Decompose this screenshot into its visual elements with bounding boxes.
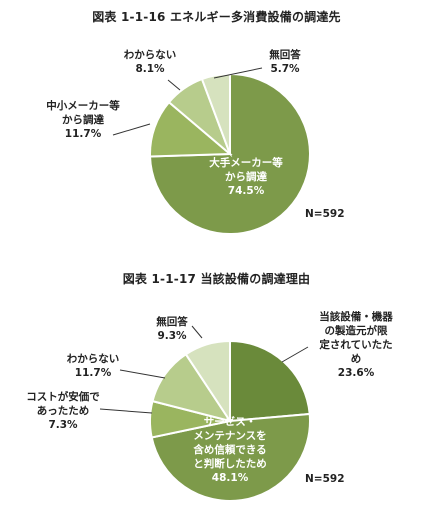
slice-label-1: 当該設備・機器の製造元が限定されていたため 23.6% [318, 310, 393, 379]
slice-label-3: わからない 8.1% [124, 49, 177, 75]
leader-line [167, 79, 181, 91]
leader-line [99, 408, 153, 414]
pie-slice-1 [229, 339, 311, 423]
slice-label-3: コストが安価であったため 7.3% [26, 390, 100, 431]
chart-title: 図表 1-1-17 当該設備の調達理由 [122, 272, 311, 286]
slice-label-2: サービス・メンテナンスを含め信頼できると判断したため 48.1% [193, 415, 267, 484]
pie-slice-5 [184, 339, 231, 425]
slice-label-2: 中小メーカー等から調達 11.7% [46, 99, 120, 140]
chart-title: 図表 1-1-16 エネルギー多消費設備の調達先 [92, 10, 341, 24]
figure-energy-equipment-source: 図表 1-1-16 エネルギー多消費設備の調達先 大手メーカー等から調達 74.5… [0, 0, 433, 250]
pie-chart-source: 大手メーカー等から調達 74.5% 中小メーカー等から調達 11.7%わからない 8.1… [46, 48, 345, 235]
sample-size-note: N=592 [305, 473, 345, 485]
figure-equipment-reason: 図表 1-1-17 当該設備の調達理由 当該設備・機器の製造元が限定されていたた… [0, 262, 433, 519]
pie-slice-4 [200, 72, 231, 155]
slice-label-1: 大手メーカー等から調達 74.5% [209, 156, 283, 197]
pie-chart-reason: 当該設備・機器の製造元が限定されていたため 23.6% サービス・メンテナンスを含め… [26, 310, 393, 503]
slice-label-4: わからない 11.7% [67, 353, 120, 379]
leader-line [213, 67, 263, 79]
leader-line [112, 123, 151, 136]
pie-slice-2 [150, 412, 312, 503]
slice-label-5: 無回答 9.3% [156, 315, 188, 342]
sample-size-note: N=592 [305, 208, 345, 220]
leader-line [281, 346, 309, 363]
slice-label-4: 無回答 5.7% [269, 48, 301, 75]
leader-line [191, 325, 203, 339]
leader-line [119, 369, 166, 379]
